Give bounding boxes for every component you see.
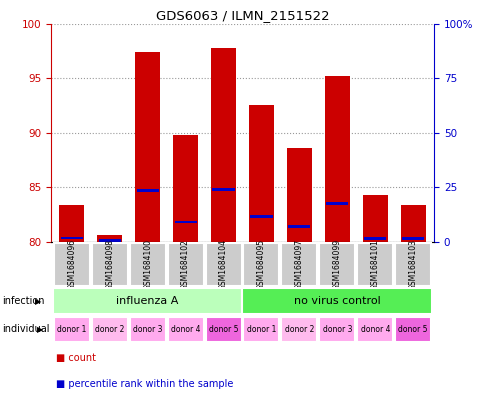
Text: GSM1684101: GSM1684101 [370,239,379,290]
Bar [326,202,348,205]
Text: influenza A: influenza A [116,296,179,306]
Text: GSM1684099: GSM1684099 [332,239,341,290]
Text: donor 5: donor 5 [208,325,238,334]
Text: donor 4: donor 4 [360,325,389,334]
Text: infection: infection [2,296,45,306]
Bar [357,242,393,286]
Bar [167,242,203,286]
Text: ▶: ▶ [37,325,43,334]
Bar [243,317,279,342]
Text: donor 3: donor 3 [322,325,351,334]
Bar [54,242,90,286]
Bar [60,205,84,242]
Bar [249,105,273,242]
Bar [97,235,122,242]
Text: GSM1684096: GSM1684096 [67,239,76,290]
Text: GSM1684102: GSM1684102 [181,239,190,290]
Bar [136,189,158,192]
Bar [362,195,387,242]
Bar [135,52,160,242]
Bar [173,135,197,242]
Text: individual: individual [2,324,50,334]
Bar [287,225,310,228]
Text: donor 1: donor 1 [246,325,275,334]
Bar [242,288,431,314]
Bar [400,205,424,242]
Text: donor 2: donor 2 [95,325,124,334]
Bar [250,215,272,218]
Bar [243,242,279,286]
Bar [91,242,127,286]
Text: donor 2: donor 2 [284,325,314,334]
Bar [98,239,121,242]
Text: GSM1684097: GSM1684097 [294,239,303,290]
Bar [60,237,83,239]
Title: GDS6063 / ILMN_2151522: GDS6063 / ILMN_2151522 [155,9,329,22]
Text: GSM1684103: GSM1684103 [408,239,417,290]
Bar [357,317,393,342]
Bar [211,48,235,242]
Text: donor 3: donor 3 [133,325,162,334]
Text: donor 4: donor 4 [170,325,200,334]
Bar [281,317,317,342]
Bar [54,317,90,342]
Text: GSM1684098: GSM1684098 [105,239,114,290]
Bar [91,317,127,342]
Bar [394,317,430,342]
Bar [318,317,355,342]
Text: GSM1684104: GSM1684104 [219,239,227,290]
Bar [53,288,242,314]
Text: donor 1: donor 1 [57,325,86,334]
Text: ▶: ▶ [35,297,42,305]
Bar [129,317,166,342]
Bar [167,317,203,342]
Bar [205,317,241,342]
Bar [212,188,234,191]
Bar [281,242,317,286]
Bar [394,242,430,286]
Bar [129,242,166,286]
Bar [174,221,197,223]
Bar [363,237,386,240]
Text: donor 5: donor 5 [398,325,427,334]
Bar [287,148,311,242]
Text: ■ count: ■ count [56,353,95,363]
Bar [324,76,349,242]
Bar [318,242,355,286]
Text: GSM1684095: GSM1684095 [257,239,265,290]
Bar [205,242,241,286]
Text: GSM1684100: GSM1684100 [143,239,152,290]
Text: no virus control: no virus control [293,296,380,306]
Text: ■ percentile rank within the sample: ■ percentile rank within the sample [56,379,233,389]
Bar [401,237,424,240]
